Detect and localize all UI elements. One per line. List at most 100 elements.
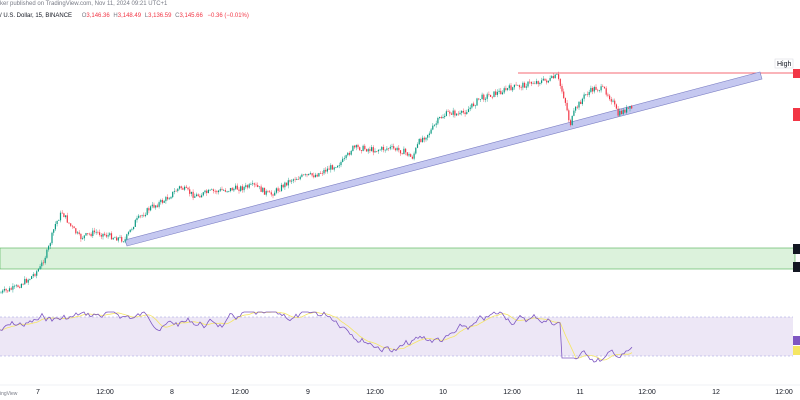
candle-body: [590, 87, 592, 92]
candle-body: [586, 94, 589, 95]
candle-body: [325, 169, 327, 172]
candle-body: [263, 187, 266, 195]
candle-body: [241, 186, 243, 191]
candle-body: [160, 199, 162, 203]
high-tag-label: High: [777, 61, 792, 68]
candle-body: [148, 208, 150, 211]
candle-body: [80, 234, 82, 240]
candle-body: [467, 109, 470, 113]
candle-body: [124, 239, 126, 242]
candle-body: [306, 174, 308, 176]
candle-body: [398, 147, 400, 151]
candle-body: [629, 105, 631, 109]
candle-body: [580, 101, 582, 105]
candle-body: [575, 106, 577, 111]
candle-body: [585, 94, 587, 95]
candle-body: [518, 85, 521, 88]
candle-body: [598, 90, 600, 91]
candle-body: [65, 215, 67, 218]
candle-body: [595, 86, 597, 90]
candle-body: [136, 217, 138, 221]
candle-body: [216, 191, 218, 193]
candle-body: [549, 78, 551, 81]
candle-body: [602, 86, 604, 87]
candle-body: [320, 173, 322, 174]
candle-body: [110, 233, 113, 240]
candle-body: [228, 191, 230, 192]
time-tick-label: 10: [439, 389, 447, 396]
candle-body: [362, 145, 364, 152]
candle-body: [483, 94, 485, 100]
candle-body: [330, 165, 332, 170]
candle-body: [201, 195, 203, 198]
candle-body: [70, 223, 72, 226]
candle-body: [614, 100, 616, 105]
candle-body: [399, 150, 402, 154]
candle-body: [161, 199, 164, 203]
candle-body: [527, 81, 529, 87]
candle-body: [316, 174, 318, 177]
candle-body: [379, 149, 381, 151]
candle-body: [447, 111, 449, 112]
candle-body: [97, 232, 99, 233]
candle-body: [612, 100, 614, 102]
candle-body: [360, 150, 362, 152]
candle-body: [406, 152, 408, 156]
candle-body: [338, 165, 340, 166]
candle-body: [257, 185, 259, 187]
candle-body: [372, 147, 374, 153]
candle-body: [83, 235, 85, 239]
candle-body: [202, 192, 204, 196]
candle-body: [88, 233, 90, 235]
time-tick-label: 11: [576, 389, 583, 396]
candle-body: [286, 182, 288, 186]
candle-body: [272, 194, 274, 196]
chart-header: ker published on TradingView.com, Nov 11…: [0, 0, 800, 22]
symbol-line: / U.S. Dollar, 15, BINANCE O3,146.36 H3,…: [0, 13, 249, 19]
candles: [0, 71, 633, 295]
candle-body: [600, 86, 602, 91]
candle-body: [184, 186, 186, 190]
candle-body: [337, 165, 339, 168]
candle-body: [8, 288, 11, 292]
candle-body: [525, 86, 527, 88]
candle-body: [82, 238, 84, 240]
candle-body: [615, 104, 617, 109]
candle-body: [246, 185, 249, 188]
candle-body: [386, 148, 388, 150]
candle-body: [476, 98, 478, 106]
candle-body: [408, 154, 410, 156]
candle-body: [231, 187, 233, 191]
candle-body: [622, 109, 624, 115]
candle-body: [413, 153, 415, 159]
candle-body: [352, 145, 354, 151]
candle-body: [478, 98, 480, 100]
candle-body: [578, 101, 580, 108]
candle-body: [212, 189, 215, 192]
candle-body: [619, 110, 621, 116]
candle-body: [394, 148, 396, 151]
candle-body: [541, 80, 543, 83]
candle-body: [167, 197, 169, 200]
candle-body: [365, 149, 368, 152]
candle-body: [466, 112, 468, 115]
time-tick-label: 12:00: [231, 389, 249, 396]
candle-body: [252, 183, 254, 185]
candle-body: [274, 192, 276, 196]
candle-body: [335, 167, 337, 168]
ascending-trendline[interactable]: [124, 71, 763, 247]
candle-body: [177, 188, 179, 192]
candle-body: [195, 194, 198, 197]
candle-body: [416, 144, 419, 148]
candle-body: [432, 125, 434, 130]
candle-body: [289, 180, 291, 182]
candle-body: [423, 137, 425, 140]
candle-body: [59, 212, 62, 221]
candle-body: [182, 188, 184, 190]
candle-body: [116, 237, 118, 241]
candle-body: [376, 151, 378, 152]
candle-body: [464, 112, 466, 115]
candle-body: [133, 226, 135, 230]
candle-body: [512, 87, 514, 91]
